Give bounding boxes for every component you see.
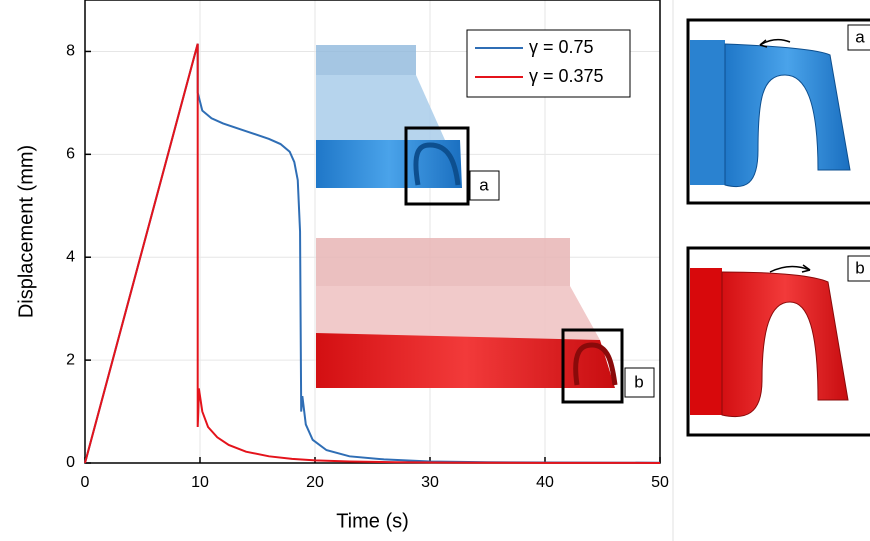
x-tick-label: 30	[421, 474, 439, 491]
panel-a: a	[688, 20, 870, 203]
x-tick-label: 40	[536, 474, 554, 491]
x-tick-label: 50	[651, 474, 669, 491]
legend: γ = 0.75 γ = 0.375	[467, 30, 630, 97]
panel-b: b	[688, 248, 870, 435]
inset-red: b	[316, 238, 654, 402]
y-tick-label: 0	[66, 454, 75, 471]
y-tick-label: 6	[66, 146, 75, 163]
x-tick-label: 20	[306, 474, 324, 491]
panel-label: a	[855, 27, 865, 46]
inset-label: b	[634, 372, 643, 391]
x-tick-label: 10	[191, 474, 209, 491]
y-axis-label: Displacement (mm)	[15, 145, 37, 318]
inset-label: a	[479, 175, 489, 194]
legend-label: γ = 0.75	[529, 37, 594, 57]
panel-label: b	[855, 258, 864, 277]
y-tick-label: 8	[66, 43, 75, 60]
figure: 0 2 4 6 8 0 10 20 30 40 50 Time (s) Displacement (mm…	[0, 0, 870, 541]
legend-label: γ = 0.375	[529, 66, 604, 86]
y-tick-label: 2	[66, 351, 75, 368]
x-axis-label: Time (s)	[336, 510, 409, 532]
y-tick-label: 4	[66, 248, 75, 265]
x-tick-label: 0	[81, 474, 90, 491]
